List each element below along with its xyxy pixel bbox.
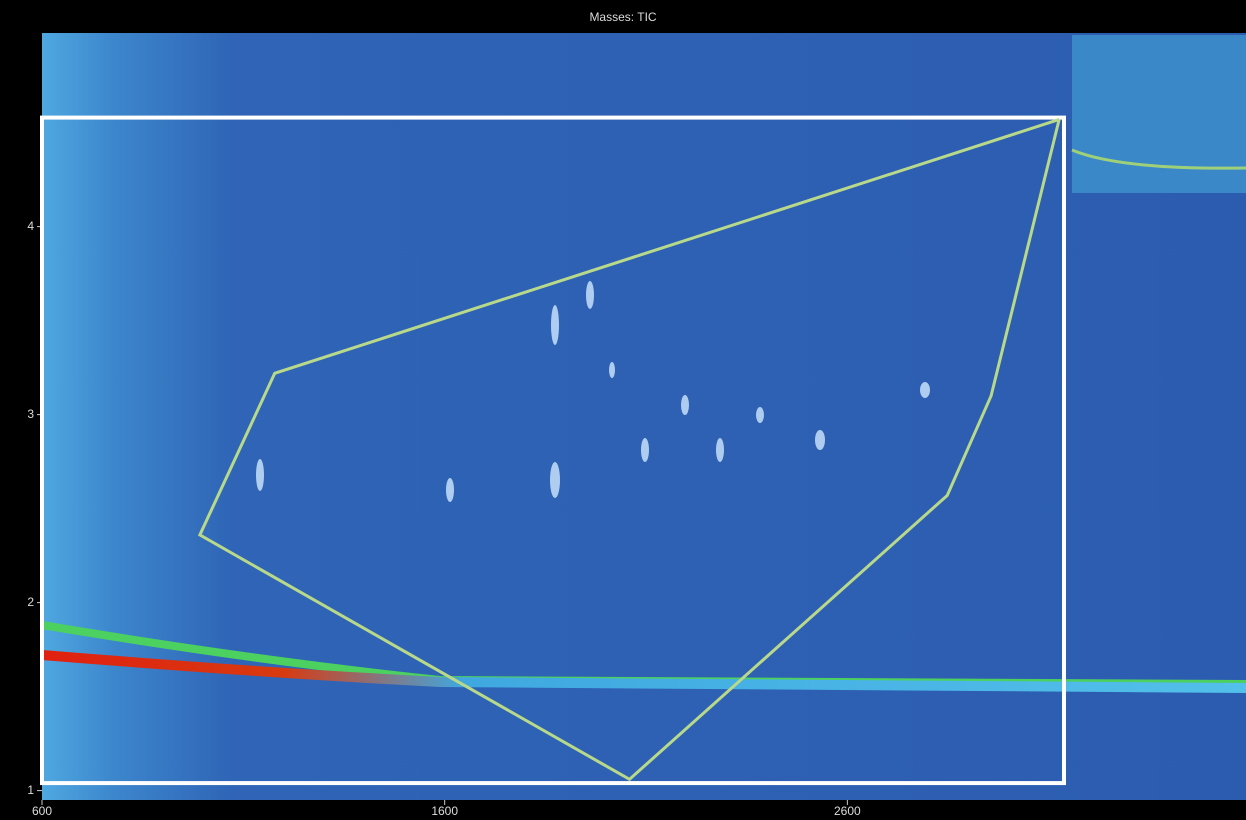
- x-tick-label: 2600: [834, 804, 861, 818]
- inset-trace: [1071, 148, 1246, 170]
- region-polygon: [197, 118, 1061, 782]
- y-tick-label: 3: [27, 407, 34, 421]
- band-main: [41, 650, 1246, 693]
- spots: [256, 281, 930, 502]
- x-tick-label: 600: [32, 804, 52, 818]
- x-tick-label: 1600: [431, 804, 458, 818]
- y-tick-label: 4: [27, 219, 34, 233]
- y-tick-label: 2: [27, 595, 34, 609]
- selection-box: [40, 115, 1066, 786]
- y-tick-label: 1: [27, 783, 34, 797]
- chart-title: Masses: TIC: [589, 10, 656, 24]
